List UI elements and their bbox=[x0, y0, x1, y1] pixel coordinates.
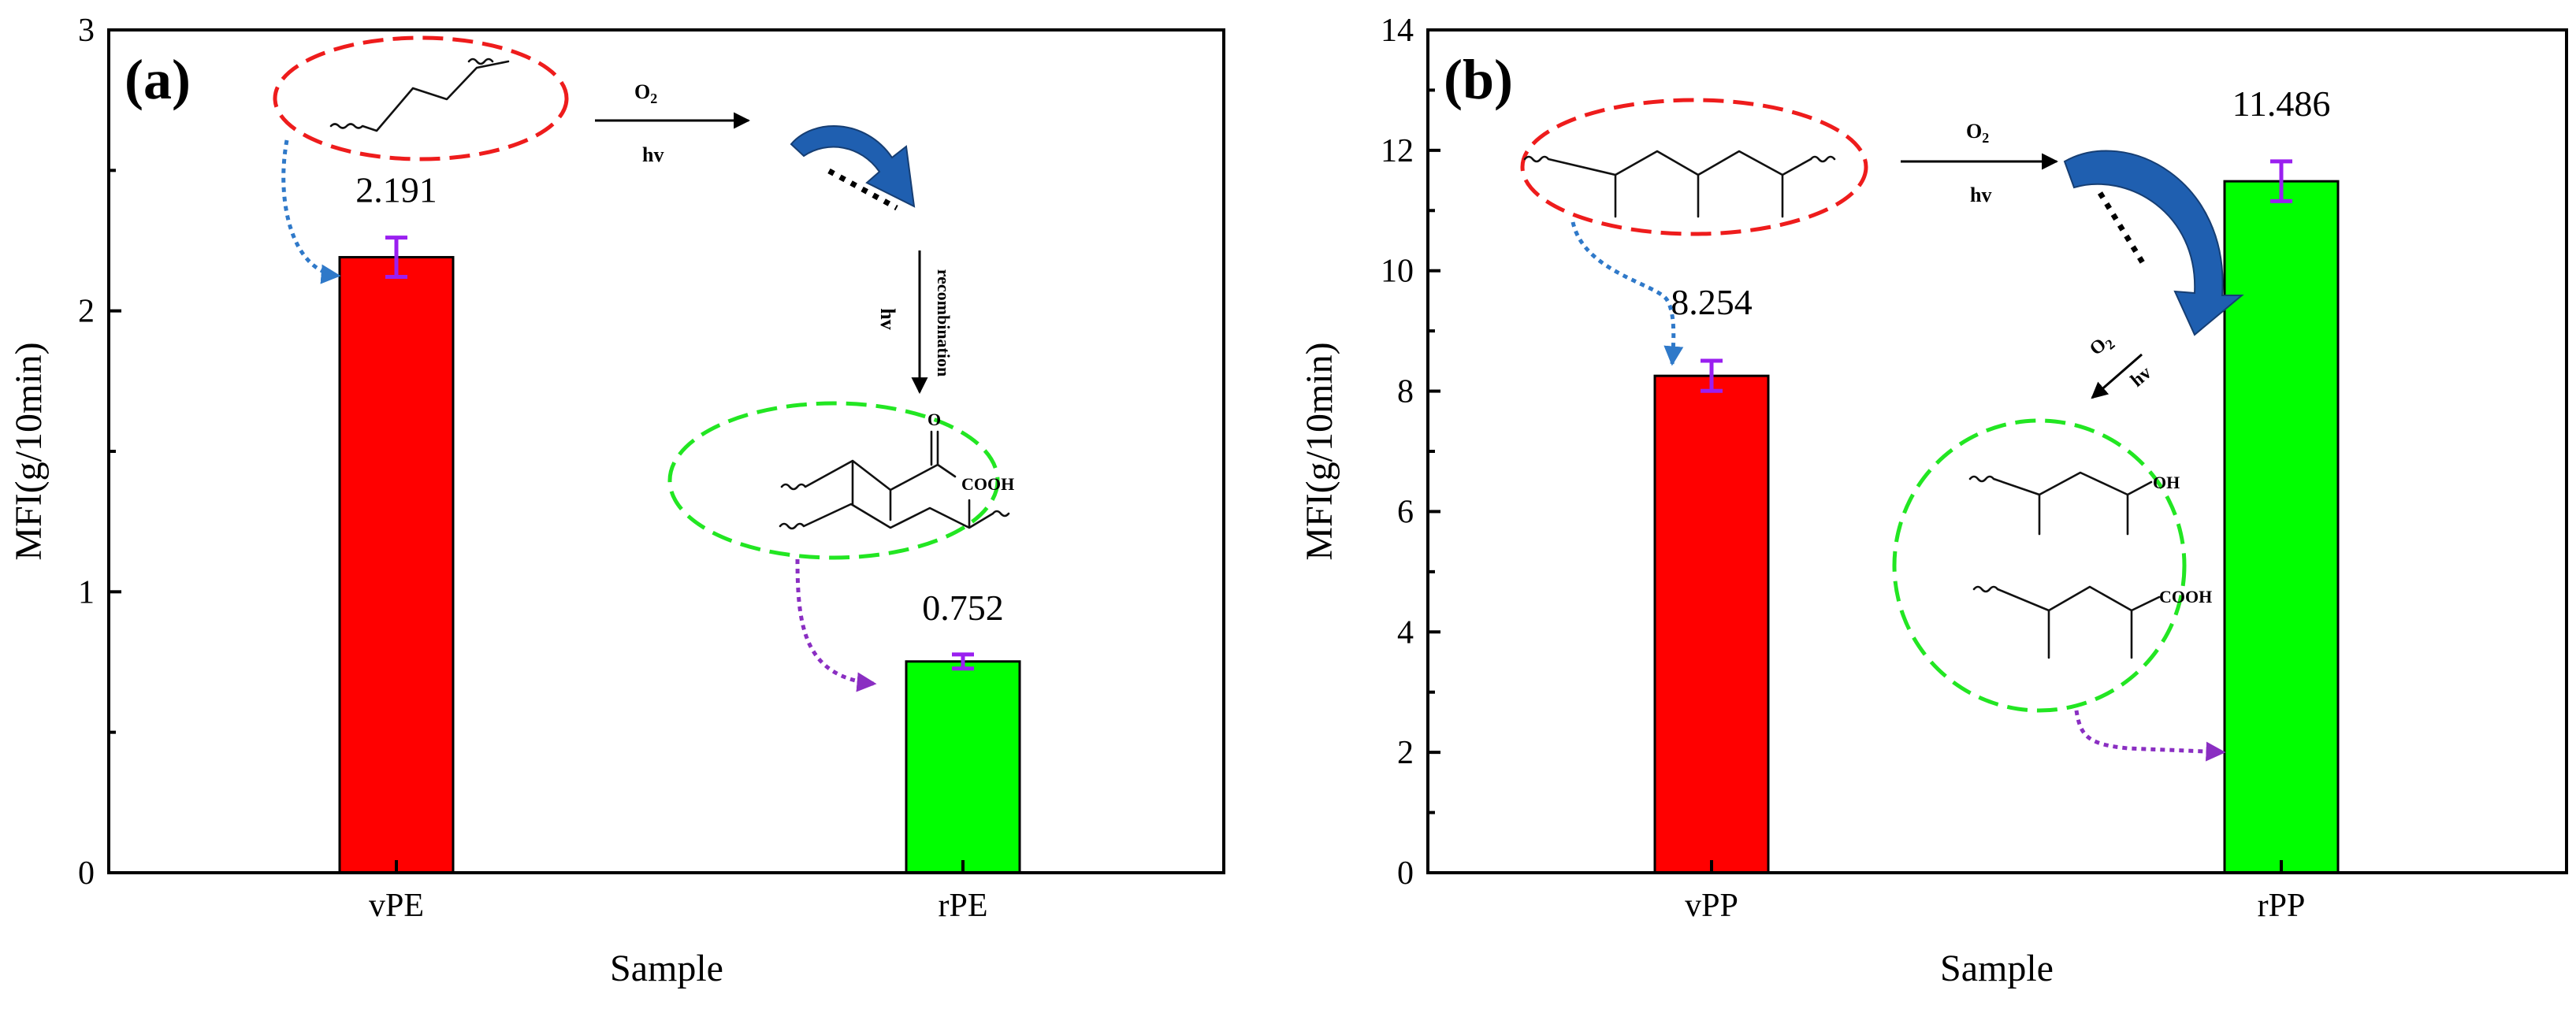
bar-rPE bbox=[905, 660, 1021, 874]
panel-b-y-axis: 0 2 4 6 8 10 12 14 bbox=[1381, 13, 1440, 892]
pp-arrow2-top-label: O2 bbox=[2086, 330, 2117, 362]
panel-b: 0 2 4 6 8 10 12 14 vPP rPP 8.254 11.486 (b) Sampl… bbox=[1299, 13, 2568, 989]
bar-vPE bbox=[338, 256, 455, 874]
panel-a-bars bbox=[338, 256, 1021, 874]
pe-recombined-lower-chain bbox=[779, 499, 1010, 530]
panel-b-label: (b) bbox=[1444, 48, 1513, 111]
pp-cooh-label: COOH bbox=[2159, 587, 2212, 607]
pe-recombined-upper-chain bbox=[780, 430, 957, 521]
panel-a-y-axis-title: MFI(g/10min) bbox=[8, 342, 50, 560]
value-label-vPP: 8.254 bbox=[1671, 282, 1753, 322]
y-tick-label: 0 bbox=[1397, 855, 1414, 892]
x-tick-label-rPP: rPP bbox=[2258, 888, 2306, 924]
panel-a-x-axis-title: Sample bbox=[610, 948, 723, 989]
panel-a-value-labels: 2.191 0.752 bbox=[355, 170, 1004, 628]
x-tick-label-rPE: rPE bbox=[939, 888, 988, 924]
y-tick-label: 1 bbox=[78, 574, 95, 610]
pp-oxidized-diagram: OH COOH bbox=[1892, 418, 2212, 713]
pp-oxidized-circle bbox=[1892, 418, 2187, 713]
bar-vPP bbox=[1653, 374, 1770, 874]
error-bar-rPP bbox=[2270, 159, 2292, 203]
pe-radical-dots bbox=[827, 168, 898, 211]
y-tick-label: 8 bbox=[1397, 374, 1414, 410]
pe-arrow-bottom-label: hv bbox=[642, 143, 664, 166]
panel-a-plot-frame bbox=[107, 28, 1225, 874]
pp-chain-structure bbox=[1523, 150, 1812, 218]
y-tick-label: 3 bbox=[78, 13, 95, 49]
pp-oh-label: OH bbox=[2153, 473, 2180, 492]
pp-radical-curved-arrow bbox=[2063, 150, 2244, 336]
panel-b-error-bars bbox=[1701, 159, 2292, 393]
value-label-rPP: 11.486 bbox=[2232, 83, 2331, 124]
pe-recombination-right-label: recombination bbox=[934, 269, 953, 377]
error-bar-rPE bbox=[952, 652, 974, 671]
x-tick-label-vPE: vPE bbox=[369, 888, 424, 924]
pp-carboxyl-structure bbox=[1972, 585, 2161, 659]
y-tick-label: 12 bbox=[1381, 133, 1414, 169]
y-tick-label: 4 bbox=[1397, 614, 1414, 651]
pe-recombined-diagram: O COOH bbox=[667, 401, 1014, 560]
y-tick-label: 0 bbox=[78, 855, 95, 892]
panel-b-x-axis: vPP rPP bbox=[1685, 860, 2305, 924]
pp-chain-wavy-end bbox=[1809, 155, 1836, 163]
pe-chain-ellipse bbox=[273, 35, 569, 161]
panel-b-bars bbox=[1653, 180, 2340, 874]
pe-recombination-left-label: hv bbox=[876, 308, 899, 329]
pe-recycled-connector bbox=[795, 558, 877, 692]
pe-cooh-label: COOH bbox=[961, 474, 1014, 494]
x-tick-label-vPP: vPP bbox=[1685, 888, 1738, 924]
pe-virgin-connector bbox=[281, 139, 341, 284]
y-tick-label: 2 bbox=[1397, 735, 1414, 771]
pp-chain-diagram bbox=[1520, 98, 1868, 236]
bar-rPP bbox=[2223, 180, 2340, 874]
value-label-rPE: 0.752 bbox=[922, 588, 1004, 628]
pe-chain-wavy-end bbox=[467, 57, 494, 65]
pp-radical-dots bbox=[2098, 191, 2146, 265]
y-tick-label: 6 bbox=[1397, 494, 1414, 530]
panel-a-error-bars bbox=[385, 236, 974, 671]
pp-virgin-connector bbox=[1571, 221, 1684, 366]
y-tick-label: 10 bbox=[1381, 254, 1414, 290]
y-tick-label: 2 bbox=[78, 294, 95, 330]
panel-b-plot-frame bbox=[1426, 28, 2568, 874]
pp-chain-ellipse bbox=[1520, 98, 1868, 236]
pe-radical-curved-arrow bbox=[790, 125, 916, 208]
pp-arrow-top-label: O2 bbox=[1966, 120, 1989, 146]
pe-recombined-ellipse bbox=[667, 401, 1000, 560]
panel-b-value-labels: 8.254 11.486 bbox=[1671, 83, 2330, 322]
error-bar-vPP bbox=[1701, 358, 1723, 393]
pe-ketone-label: O bbox=[927, 410, 941, 429]
panel-b-y-axis-title: MFI(g/10min) bbox=[1299, 342, 1340, 560]
value-label-vPE: 2.191 bbox=[355, 170, 437, 210]
panel-b-x-axis-title: Sample bbox=[1940, 948, 2054, 989]
pe-chain-structure bbox=[329, 60, 510, 132]
pp-second-oxidation-arrow bbox=[2091, 353, 2143, 399]
error-bar-vPE bbox=[385, 236, 407, 280]
panel-a-y-axis: 0 1 2 3 bbox=[78, 13, 121, 892]
pp-recycled-connector bbox=[2074, 710, 2226, 762]
pp-hydroxyl-structure bbox=[1968, 471, 2153, 536]
panel-a-x-axis: vPE rPE bbox=[369, 860, 988, 924]
pe-arrow-top-label: O2 bbox=[634, 80, 657, 106]
pp-arrow-bottom-label: hv bbox=[1970, 184, 1991, 206]
y-tick-label: 14 bbox=[1381, 13, 1414, 49]
panel-a-label: (a) bbox=[125, 48, 191, 111]
pe-chain-diagram bbox=[273, 35, 569, 161]
panel-a: 0 1 2 3 vPE rPE 2.191 0.752 (a) Sample MFI(g/… bbox=[8, 13, 1225, 989]
pp-arrow2-bottom-label: hv bbox=[2127, 362, 2155, 391]
